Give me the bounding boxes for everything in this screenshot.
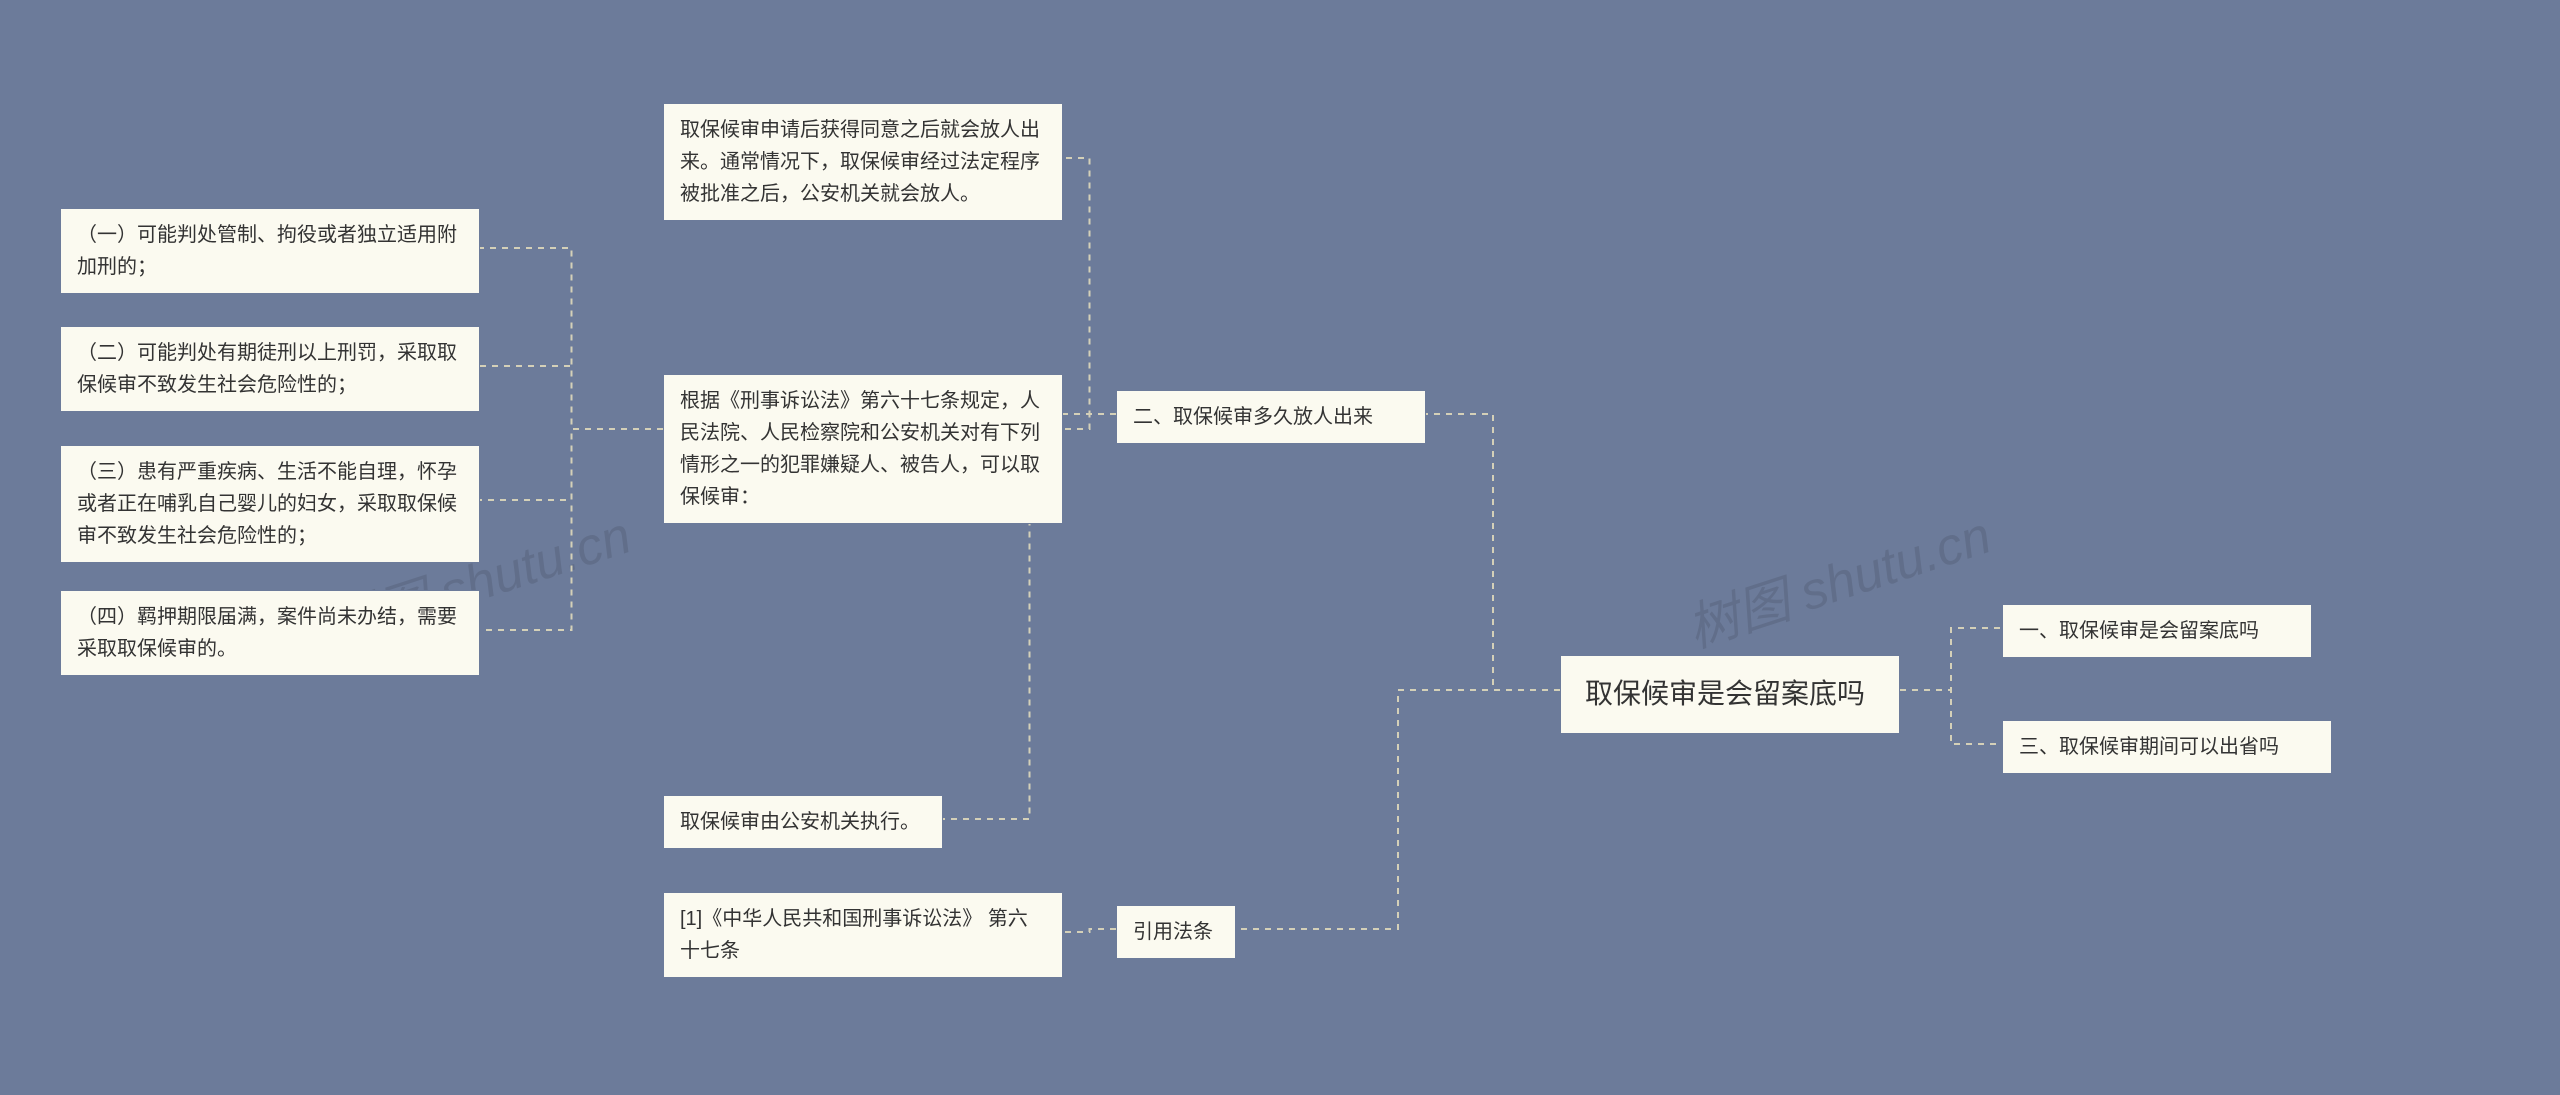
node-r1: 一、取保候审是会留案底吗 [2002,604,2312,658]
node-l2c: 取保候审由公安机关执行。 [663,795,943,849]
watermark-2: 树图 shutu.cn [1676,493,1999,662]
node-r3: 三、取保候审期间可以出省吗 [2002,720,2332,774]
node-b1: （一）可能判处管制、拘役或者独立适用附加刑的； [60,208,480,294]
node-l4: 引用法条 [1116,905,1236,959]
node-l2b: 根据《刑事诉讼法》第六十七条规定，人民法院、人民检察院和公安机关对有下列情形之一… [663,374,1063,524]
node-b3: （三）患有严重疾病、生活不能自理，怀孕或者正在哺乳自己婴儿的妇女，采取取保候审不… [60,445,480,563]
node-l2: 二、取保候审多久放人出来 [1116,390,1426,444]
node-l4a: [1]《中华人民共和国刑事诉讼法》 第六十七条 [663,892,1063,978]
node-l2a: 取保候审申请后获得同意之后就会放人出来。通常情况下，取保候审经过法定程序被批准之… [663,103,1063,221]
root-node: 取保候审是会留案底吗 [1560,655,1900,734]
node-b2: （二）可能判处有期徒刑以上刑罚，采取取保候审不致发生社会危险性的； [60,326,480,412]
node-b4: （四）羁押期限届满，案件尚未办结，需要采取取保候审的。 [60,590,480,676]
